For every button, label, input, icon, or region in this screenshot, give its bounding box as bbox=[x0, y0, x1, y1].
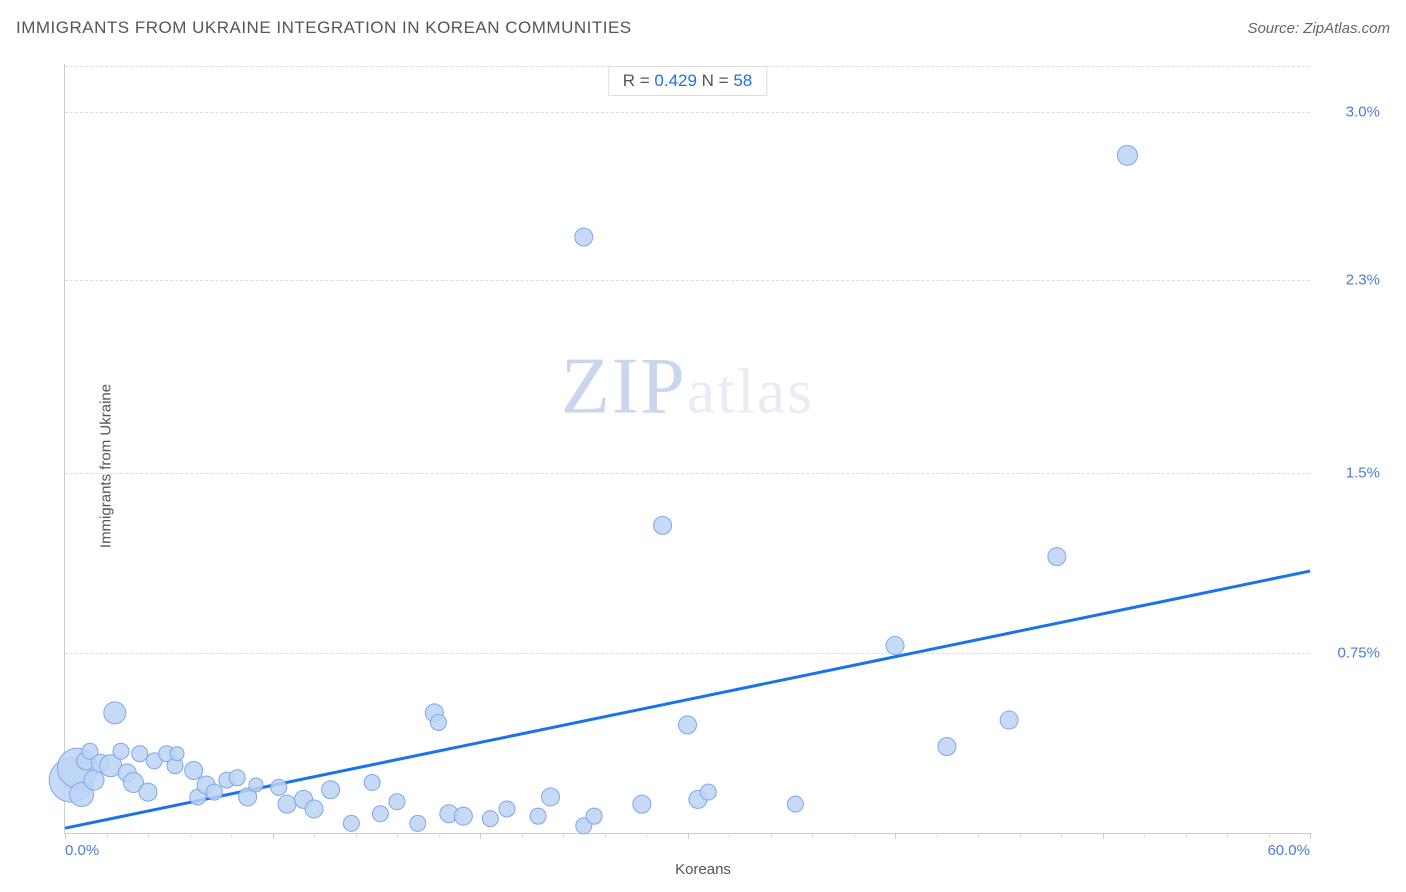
x-tick-minor bbox=[439, 833, 440, 837]
x-tick-minor bbox=[148, 833, 149, 837]
x-tick-major bbox=[480, 833, 481, 839]
data-point bbox=[1000, 711, 1018, 729]
x-tick-minor bbox=[812, 833, 813, 837]
data-point bbox=[431, 714, 447, 730]
x-axis-label: Koreans bbox=[675, 861, 731, 878]
data-point bbox=[938, 737, 956, 755]
plot-svg bbox=[65, 64, 1310, 833]
x-tick-major bbox=[1103, 833, 1104, 839]
x-tick-minor bbox=[314, 833, 315, 837]
y-tick-label: 1.5% bbox=[1320, 464, 1380, 481]
data-point bbox=[305, 800, 323, 818]
x-tick-minor bbox=[978, 833, 979, 837]
stats-legend: R = 0.429 N = 58 bbox=[608, 66, 768, 96]
data-point bbox=[372, 806, 388, 822]
chart-container: Immigrants from Ukraine Koreans ZIPatlas… bbox=[16, 54, 1390, 878]
x-tick-minor bbox=[605, 833, 606, 837]
data-point bbox=[170, 747, 184, 761]
x-tick-minor bbox=[646, 833, 647, 837]
r-value: 0.429 bbox=[654, 71, 697, 90]
data-point bbox=[139, 783, 157, 801]
data-point bbox=[1117, 145, 1137, 165]
data-point bbox=[364, 775, 380, 791]
x-tick-minor bbox=[397, 833, 398, 837]
x-tick-minor bbox=[107, 833, 108, 837]
x-tick-minor bbox=[356, 833, 357, 837]
x-tick-minor bbox=[522, 833, 523, 837]
data-point bbox=[482, 811, 498, 827]
x-tick-minor bbox=[190, 833, 191, 837]
data-point bbox=[249, 778, 263, 792]
x-tick-minor bbox=[937, 833, 938, 837]
data-point bbox=[454, 807, 472, 825]
x-tick-major bbox=[1310, 833, 1311, 839]
x-tick-minor bbox=[1020, 833, 1021, 837]
x-tick-minor bbox=[231, 833, 232, 837]
x-tick-minor bbox=[563, 833, 564, 837]
data-point bbox=[499, 801, 515, 817]
header: IMMIGRANTS FROM UKRAINE INTEGRATION IN K… bbox=[16, 18, 1390, 38]
data-point bbox=[389, 794, 405, 810]
data-point bbox=[654, 516, 672, 534]
data-point bbox=[586, 808, 602, 824]
data-point bbox=[575, 228, 593, 246]
x-tick-minor bbox=[1186, 833, 1187, 837]
data-point bbox=[278, 795, 296, 813]
source-label: Source: ZipAtlas.com bbox=[1247, 20, 1390, 37]
y-tick-label: 2.3% bbox=[1320, 272, 1380, 289]
x-tick-major bbox=[273, 833, 274, 839]
y-tick-label: 3.0% bbox=[1320, 104, 1380, 121]
data-point bbox=[410, 815, 426, 831]
data-point bbox=[206, 784, 222, 800]
data-point bbox=[113, 743, 129, 759]
data-point bbox=[104, 702, 126, 724]
x-tick-minor bbox=[1144, 833, 1145, 837]
n-label: N = bbox=[697, 71, 733, 90]
plot-area: ZIPatlas R = 0.429 N = 58 0.0% 60.0% 0.7… bbox=[64, 64, 1310, 834]
data-point bbox=[886, 637, 904, 655]
data-point bbox=[1048, 548, 1066, 566]
data-point bbox=[229, 770, 245, 786]
data-point bbox=[530, 808, 546, 824]
x-tick-minor bbox=[1061, 833, 1062, 837]
data-point bbox=[633, 795, 651, 813]
x-tick-minor bbox=[1269, 833, 1270, 837]
chart-title: IMMIGRANTS FROM UKRAINE INTEGRATION IN K… bbox=[16, 18, 632, 38]
x-tick-major bbox=[688, 833, 689, 839]
data-point bbox=[322, 781, 340, 799]
data-point bbox=[700, 784, 716, 800]
data-point bbox=[185, 762, 203, 780]
n-value: 58 bbox=[733, 71, 752, 90]
x-tick-major bbox=[65, 833, 66, 839]
data-point bbox=[679, 716, 697, 734]
data-point bbox=[271, 779, 287, 795]
x-tick-minor bbox=[1227, 833, 1228, 837]
data-point bbox=[84, 770, 104, 790]
y-tick-label: 0.75% bbox=[1320, 644, 1380, 661]
x-tick-minor bbox=[854, 833, 855, 837]
data-point bbox=[542, 788, 560, 806]
x-tick-minor bbox=[771, 833, 772, 837]
x-tick-major bbox=[895, 833, 896, 839]
data-point bbox=[343, 815, 359, 831]
x-min-label: 0.0% bbox=[65, 842, 99, 859]
x-tick-minor bbox=[729, 833, 730, 837]
r-label: R = bbox=[623, 71, 655, 90]
data-point bbox=[787, 796, 803, 812]
data-point bbox=[132, 746, 148, 762]
x-max-label: 60.0% bbox=[1267, 842, 1310, 859]
